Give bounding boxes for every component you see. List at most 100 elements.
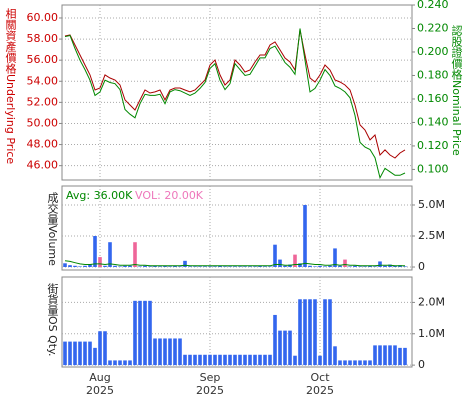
bar — [253, 266, 257, 268]
y-tick-label: 54.00 — [27, 74, 59, 87]
y-tick-label: 1.0M — [418, 327, 445, 340]
bar — [333, 248, 337, 268]
bar — [293, 254, 297, 268]
bar — [178, 266, 182, 268]
bar — [143, 300, 147, 366]
bar — [188, 354, 192, 366]
bar — [248, 354, 252, 366]
bar — [253, 354, 257, 366]
bar — [153, 265, 157, 268]
bar — [158, 266, 162, 268]
bar — [328, 299, 332, 366]
bar — [203, 266, 207, 268]
y-tick-label: 48.00 — [27, 138, 59, 151]
bar — [353, 265, 357, 268]
y-tick-label: 5.0M — [418, 198, 445, 211]
bar — [198, 266, 202, 268]
bar — [108, 242, 112, 268]
bar — [193, 354, 197, 366]
bar — [313, 299, 317, 366]
y-axis-title: 相關資產價格Underlying Price — [4, 8, 17, 165]
bar — [308, 265, 312, 268]
avg-line — [64, 260, 405, 267]
bar — [348, 360, 352, 366]
bar — [293, 355, 297, 366]
bar — [383, 345, 387, 366]
bar — [388, 264, 392, 268]
bar — [338, 360, 342, 366]
y-tick-label: 0 — [418, 260, 425, 273]
y2-tick-label: 0.120 — [417, 139, 449, 152]
x-tick-label: Oct 2025 — [306, 371, 334, 397]
y-tick-label: 52.00 — [27, 95, 59, 108]
bar — [333, 346, 337, 366]
bar — [163, 338, 167, 366]
bar — [228, 266, 232, 268]
bar — [318, 265, 322, 268]
bar — [263, 266, 267, 268]
bar — [198, 354, 202, 366]
y2-tick-label: 0.220 — [417, 21, 449, 34]
bar — [233, 266, 237, 268]
bar — [243, 354, 247, 366]
y2-tick-label: 0.160 — [417, 92, 449, 105]
bar — [98, 331, 102, 366]
bar — [138, 266, 142, 268]
bar — [358, 266, 362, 268]
bar — [373, 345, 377, 366]
bar — [308, 299, 312, 366]
bar — [363, 266, 367, 268]
bar — [63, 341, 67, 366]
bar — [213, 266, 217, 268]
y2-tick-label: 0.100 — [417, 162, 449, 175]
bar — [348, 266, 352, 268]
bar — [78, 341, 82, 366]
bar — [278, 259, 282, 268]
bar — [183, 260, 187, 268]
price-line — [64, 29, 406, 159]
bar — [278, 330, 282, 366]
plot-frame — [61, 4, 413, 181]
bar — [218, 354, 222, 366]
bar — [203, 354, 207, 366]
bar — [163, 265, 167, 268]
bar — [113, 360, 117, 366]
bar — [238, 354, 242, 366]
bar — [128, 360, 132, 366]
y-tick-label: 60.00 — [27, 11, 59, 24]
bar — [123, 265, 127, 268]
bar — [168, 338, 172, 366]
y-tick-label: 58.00 — [27, 32, 59, 45]
bar — [233, 354, 237, 366]
bar — [403, 266, 407, 268]
bar — [268, 266, 272, 268]
bar — [218, 265, 222, 268]
y2-axis-title: 認股證價格Nominal Price — [450, 25, 463, 156]
bar — [363, 360, 367, 366]
bar — [323, 266, 327, 268]
y2-tick-label: 0.200 — [417, 45, 449, 58]
bar — [128, 265, 132, 268]
price-line — [64, 28, 406, 180]
bar — [68, 265, 72, 268]
bar — [403, 347, 407, 366]
bar — [83, 265, 87, 268]
bar — [133, 300, 137, 366]
bar — [223, 354, 227, 366]
annotation: Avg: 36.00K — [66, 189, 133, 202]
y-tick-label: 50.00 — [27, 116, 59, 129]
bar — [303, 204, 307, 268]
bar — [238, 266, 242, 268]
y-tick-label: 56.00 — [27, 53, 59, 66]
y-tick-label: 46.00 — [27, 159, 59, 172]
bar — [378, 345, 382, 366]
bar — [178, 338, 182, 366]
bar — [93, 347, 97, 366]
bar — [103, 331, 107, 366]
bar — [158, 338, 162, 366]
bar — [388, 345, 392, 366]
bar — [88, 341, 92, 366]
bar — [398, 347, 402, 366]
bar — [153, 338, 157, 366]
